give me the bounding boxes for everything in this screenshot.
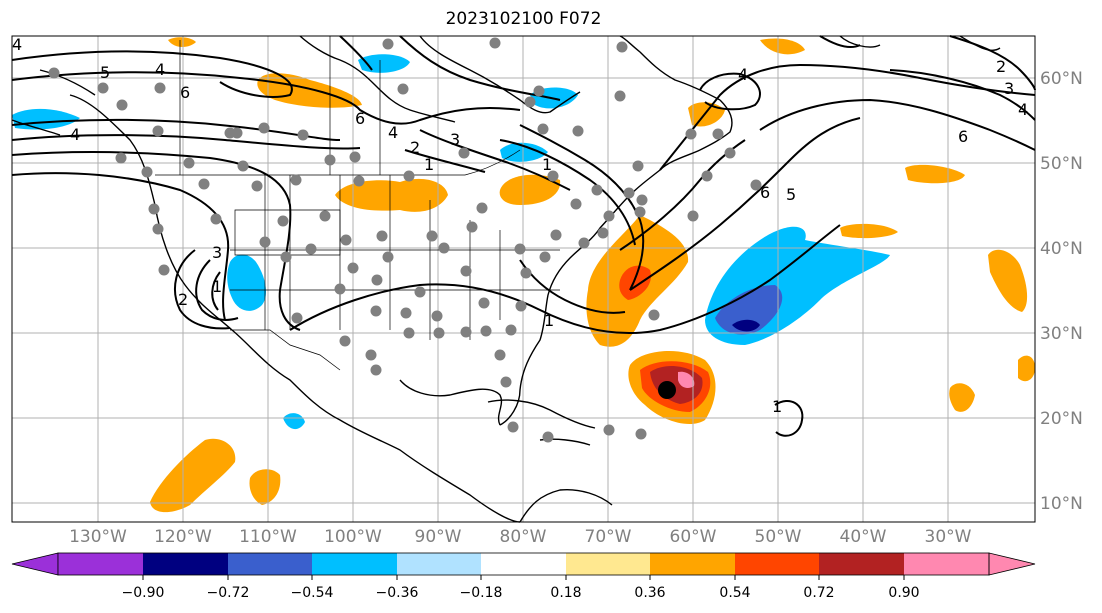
graticule: [12, 36, 1035, 522]
contour-label: 2: [410, 138, 420, 157]
warm-anomaly-mid-atlantic: [840, 223, 898, 239]
latitude-labels: 60°N 50°N 40°N 30°N 20°N 10°N: [1040, 69, 1083, 514]
lon-label: 80°W: [500, 527, 547, 547]
lat-label: 60°N: [1040, 69, 1083, 89]
colorbar-segment: [143, 553, 228, 575]
contour-label: 4: [738, 65, 748, 84]
contour-label: 6: [355, 109, 365, 128]
contour-label: 4: [155, 60, 165, 79]
lon-label: 40°W: [840, 527, 887, 547]
contour-label: 2: [178, 290, 188, 309]
colorbar-segment: [312, 553, 397, 575]
contour-label: 4: [388, 123, 398, 142]
cold-anomaly-atlantic-mid: [715, 285, 783, 335]
warm-anomaly-labrador: [688, 102, 725, 127]
warm-anomaly-east-atlantic: [988, 249, 1028, 312]
contour-label: 5: [786, 185, 796, 204]
warm-anomaly-arctic: [168, 37, 196, 47]
colorbar-segment: [819, 553, 904, 575]
contour-label-group: 5 4 6 6 3 2 1 4 1 4 6 5 4 3 2 1 1 1 4 6 …: [12, 35, 1028, 416]
contour-label: 1: [542, 155, 552, 174]
cold-anomaly-mexico: [283, 413, 305, 430]
contour-label: 4: [1018, 100, 1028, 119]
cold-anomaly-labrador: [500, 142, 548, 162]
colorbar-tick-label: 0.90: [888, 585, 919, 601]
lon-label: 90°W: [415, 527, 462, 547]
colorbar-tick-label: 0.72: [803, 585, 834, 601]
contour-label: 6: [180, 83, 190, 102]
lon-label: 100°W: [324, 527, 382, 547]
lat-label: 40°N: [1040, 239, 1083, 259]
contour-label: 1: [772, 397, 782, 416]
map-panel: 5 4 6 6 3 2 1 4 1 4 6 5 4 3 2 1 1 1 4 6 …: [11, 35, 1036, 523]
warm-anomaly-canada-north: [257, 73, 362, 108]
colorbar-tick-label: 0.18: [550, 585, 581, 601]
colorbar-segment: [228, 553, 312, 575]
lat-label: 50°N: [1040, 154, 1083, 174]
contour-label: 5: [100, 63, 110, 82]
storm-center-marker: [658, 381, 676, 399]
warm-anomaly-arctic-2: [760, 38, 805, 55]
colorbar-high-extension: [988, 552, 1036, 576]
lon-label: 60°W: [670, 527, 717, 547]
colorbar: −0.90 −0.72 −0.54 −0.36 −0.18 0.18 0.36 …: [11, 552, 1036, 601]
colorbar-segment: [735, 553, 819, 575]
warm-anomaly-pacific: [150, 438, 236, 513]
warm-anomaly-east-atlantic-2: [905, 164, 965, 184]
contour-label: 4: [12, 35, 22, 54]
colorbar-tick-label: 0.54: [719, 585, 750, 601]
lon-label: 120°W: [154, 527, 212, 547]
colorbar-tick-label: −0.54: [291, 585, 334, 601]
warm-anomaly-atlantic-core: [619, 265, 651, 300]
contour-label: 3: [1004, 79, 1014, 98]
station-markers: [48, 37, 762, 443]
warm-anomaly-canary: [1018, 355, 1035, 382]
contour-label: 3: [212, 243, 222, 262]
colorbar-tick-label: −0.36: [376, 585, 419, 601]
map-title: 2023102100 F072: [445, 9, 602, 29]
lon-label: 50°W: [755, 527, 802, 547]
colorbar-segment: [904, 553, 989, 575]
contour-label: 6: [958, 127, 968, 146]
contour-label: 1: [212, 277, 222, 296]
lon-label: 130°W: [69, 527, 127, 547]
lat-label: 10°N: [1040, 494, 1083, 514]
colorbar-tick-label: −0.90: [122, 585, 165, 601]
longitude-labels: 130°W 120°W 110°W 100°W 90°W 80°W 70°W 6…: [69, 527, 972, 547]
lon-label: 110°W: [239, 527, 297, 547]
colorbar-tick-label: 0.36: [634, 585, 665, 601]
colorbar-segment: [397, 553, 481, 575]
warm-anomaly-storm-peak: [678, 371, 695, 388]
colorbar-segment: [481, 553, 566, 575]
contour-label: 6: [760, 183, 770, 202]
colorbar-segment: [58, 553, 143, 575]
lat-label: 30°N: [1040, 324, 1083, 344]
contour-label: 4: [70, 125, 80, 144]
contour-label: 1: [544, 311, 554, 330]
colorbar-segment: [650, 553, 735, 575]
lat-label: 20°N: [1040, 409, 1083, 429]
warm-anomaly-azores: [949, 383, 975, 412]
contour-label: 3: [450, 130, 460, 149]
colorbar-tick-label: −0.18: [460, 585, 503, 601]
cold-anomaly-southwest: [227, 254, 267, 311]
contour-label: 1: [424, 155, 434, 174]
colorbar-tick-label: −0.72: [207, 585, 250, 601]
contour-label: 2: [996, 57, 1006, 76]
colorbar-ticks: [142, 575, 905, 580]
colorbar-low-extension: [11, 552, 59, 576]
contour-lines: [11, 35, 1036, 437]
cold-anomaly-atlantic-core: [732, 319, 760, 332]
warm-anomaly-great-lakes: [335, 178, 448, 212]
warm-anomaly-quebec: [499, 174, 561, 205]
warm-anomaly-pacific-2: [249, 469, 281, 505]
lon-label: 70°W: [585, 527, 632, 547]
colorbar-segment: [566, 553, 650, 575]
lon-label: 30°W: [925, 527, 972, 547]
